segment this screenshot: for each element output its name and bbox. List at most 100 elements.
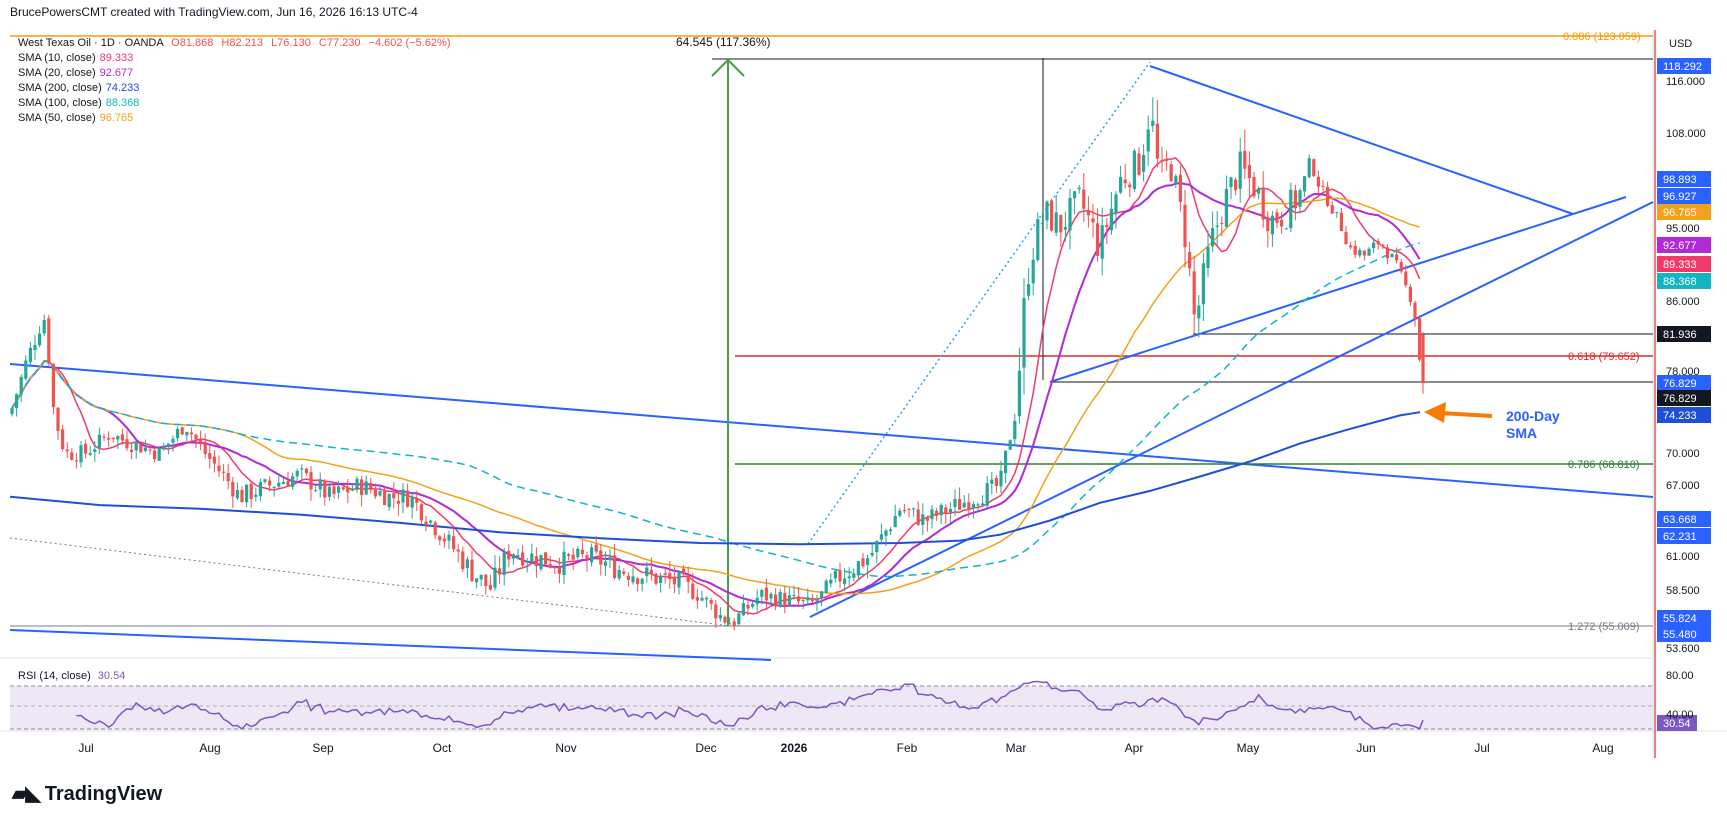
price-axis[interactable]: 116.000108.00095.00086.00078.00070.00067… bbox=[1666, 76, 1706, 655]
candle-body bbox=[387, 494, 391, 508]
candle-body bbox=[327, 486, 331, 497]
rsi-line-group bbox=[76, 680, 1424, 730]
candle-body bbox=[438, 536, 442, 541]
candle-body bbox=[1335, 211, 1339, 213]
indicator-label: SMA (10, close) bbox=[18, 52, 96, 64]
dotted-rally-line bbox=[807, 61, 1151, 545]
candle-body bbox=[691, 583, 695, 599]
tradingview-logo-icon: ▰◣ bbox=[12, 783, 41, 805]
candle-body bbox=[875, 540, 879, 553]
candle-body bbox=[212, 456, 216, 464]
candle-body bbox=[709, 599, 713, 604]
indicator-value: 96.765 bbox=[99, 112, 134, 124]
candle-body bbox=[948, 508, 952, 513]
indicator-row-sma100[interactable]: SMA (100, close) 88.368 bbox=[18, 96, 451, 111]
candle-body bbox=[33, 344, 37, 350]
candle-body bbox=[902, 509, 906, 512]
time-tick-label: Apr bbox=[1125, 741, 1144, 755]
price-badge bbox=[1657, 256, 1711, 272]
candle-body bbox=[1293, 190, 1297, 209]
candle-body bbox=[1174, 176, 1178, 185]
candle-body bbox=[42, 320, 46, 334]
candle-body bbox=[613, 555, 617, 579]
candle-body bbox=[470, 559, 474, 582]
candle-body bbox=[893, 515, 897, 528]
candle-body bbox=[677, 571, 681, 588]
candle-body bbox=[1220, 223, 1224, 225]
candle-body bbox=[557, 567, 561, 574]
candle-body bbox=[1100, 225, 1104, 259]
candle-body bbox=[415, 498, 419, 503]
candle-body bbox=[562, 551, 566, 576]
indicator-row-sma20[interactable]: SMA (20, close) 92.677 bbox=[18, 66, 451, 81]
candle-body bbox=[1178, 174, 1182, 202]
time-axis[interactable]: Jul Aug Sep Oct Nov Dec 2026 Feb Mar Apr May Jun Jul… bbox=[78, 741, 1613, 755]
symbol-row[interactable]: West Texas Oil · 1D · OANDA O81.868 H82.… bbox=[18, 36, 451, 51]
indicator-row-sma10[interactable]: SMA (10, close) 89.333 bbox=[18, 51, 451, 66]
price-badge-label: 55.824 bbox=[1663, 613, 1697, 625]
candle-body bbox=[594, 544, 598, 552]
price-badge-label: 76.829 bbox=[1663, 393, 1697, 405]
indicator-row-sma50[interactable]: SMA (50, close) 96.765 bbox=[18, 111, 451, 126]
candle-body bbox=[116, 436, 120, 440]
rsi-badge bbox=[1657, 715, 1697, 731]
indicator-value: 89.333 bbox=[99, 52, 134, 64]
candle-body bbox=[484, 574, 488, 587]
fib-0618-label: 0.618 (79.652) bbox=[1568, 351, 1640, 363]
candle-body bbox=[10, 408, 14, 415]
sma-200-line bbox=[9, 411, 1421, 546]
candle-body bbox=[1045, 201, 1049, 221]
candle-body bbox=[194, 434, 198, 440]
candle-body bbox=[97, 434, 101, 448]
sma-line bbox=[11, 181, 1421, 608]
candle-body bbox=[990, 479, 994, 484]
candle-body bbox=[392, 493, 396, 499]
candle-body bbox=[544, 552, 548, 565]
annotation-arrow-head bbox=[1424, 402, 1446, 423]
candle-body bbox=[1404, 271, 1408, 286]
candle-body bbox=[829, 579, 833, 584]
candle-body bbox=[396, 500, 400, 504]
indicator-row-sma200[interactable]: SMA (200, close) 74.233 bbox=[18, 81, 451, 96]
candle-body bbox=[176, 428, 180, 439]
candle-body bbox=[622, 571, 626, 574]
candle-body bbox=[981, 503, 985, 506]
candle-body bbox=[309, 472, 313, 490]
candle-body bbox=[1353, 245, 1357, 255]
price-tick-label: 67.000 bbox=[1666, 480, 1700, 492]
candle-body bbox=[1385, 247, 1389, 259]
price-badge bbox=[1657, 626, 1711, 642]
candle-body bbox=[180, 427, 184, 435]
candle-body bbox=[1275, 212, 1279, 223]
price-badge-label: 55.480 bbox=[1663, 629, 1697, 641]
candle-body bbox=[74, 460, 78, 462]
candle-body bbox=[1146, 129, 1150, 152]
candle-body bbox=[792, 594, 796, 596]
candle-body bbox=[1142, 155, 1146, 172]
candle-body bbox=[1059, 214, 1063, 233]
candle-body bbox=[953, 499, 957, 507]
rsi-legend[interactable]: RSI (14, close) 30.54 bbox=[18, 670, 125, 682]
rising-support-line bbox=[809, 201, 1654, 618]
time-tick-label: Sep bbox=[312, 741, 334, 755]
sma-lines bbox=[9, 157, 1421, 615]
candle-body bbox=[718, 615, 722, 619]
rsi-tick-label: 40.00 bbox=[1666, 709, 1694, 721]
sma-line bbox=[11, 242, 1420, 578]
candle-body bbox=[1096, 223, 1100, 256]
candle-body bbox=[341, 487, 345, 490]
annotation-label-line2: SMA bbox=[1506, 425, 1537, 441]
candle-body bbox=[737, 613, 741, 625]
candle-body bbox=[153, 450, 157, 460]
candle-body bbox=[249, 483, 253, 499]
candle-body bbox=[944, 507, 948, 514]
candle-body bbox=[939, 504, 943, 516]
candle-body bbox=[663, 573, 667, 575]
candle-body bbox=[884, 530, 888, 536]
candle-body bbox=[318, 480, 322, 490]
rsi-tick-label: 80.00 bbox=[1666, 670, 1694, 682]
candle-body bbox=[19, 376, 23, 395]
candle-body bbox=[1077, 187, 1081, 190]
price-badge-label: 92.677 bbox=[1663, 240, 1697, 252]
